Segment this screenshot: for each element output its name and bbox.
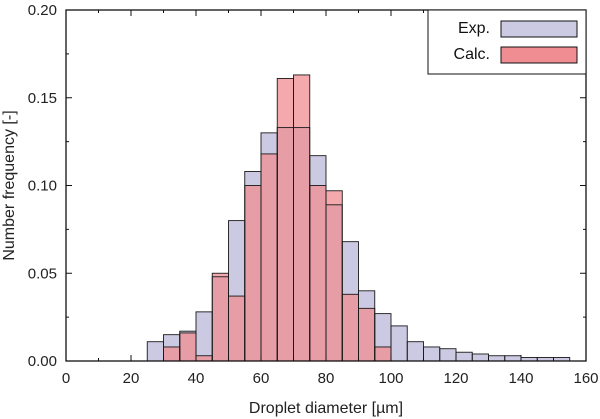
x-axis-title: Droplet diameter [µm] — [249, 400, 403, 417]
y-tick-label: 0.20 — [28, 2, 57, 19]
legend: Exp. Calc. — [427, 9, 587, 75]
bar-calc-1 — [179, 332, 196, 361]
x-tick-label: 160 — [573, 370, 598, 387]
x-tick-label: 20 — [123, 370, 140, 387]
x-tick-label: 120 — [443, 370, 468, 387]
y-axis-ticks: 0.00 0.05 0.10 0.15 0.20 — [28, 2, 586, 370]
x-tick-label: 0 — [62, 370, 70, 387]
y-tick-label: 0.15 — [28, 90, 57, 107]
bar-calc-9 — [309, 185, 326, 361]
series-calc-bars — [163, 74, 391, 361]
y-tick-label: 0.05 — [28, 265, 57, 282]
x-tick-label: 40 — [188, 370, 205, 387]
y-tick-label: 0.10 — [28, 178, 57, 195]
bar-exp-0 — [147, 341, 164, 361]
bar-calc-11 — [342, 294, 359, 361]
bar-exp-18 — [439, 348, 456, 361]
legend-swatch-exp — [500, 20, 578, 38]
bar-exp-19 — [456, 352, 473, 361]
bar-exp-15 — [391, 325, 408, 361]
bar-exp-24 — [537, 357, 554, 361]
x-tick-label: 100 — [378, 370, 403, 387]
legend-label-exp: Exp. — [458, 20, 490, 37]
bar-exp-23 — [521, 357, 538, 361]
bar-calc-8 — [293, 74, 310, 361]
bar-exp-17 — [423, 346, 440, 361]
y-axis-title: Number frequency [-] — [1, 110, 18, 260]
y-tick-label: 0.00 — [28, 353, 57, 370]
legend-box — [427, 9, 587, 75]
bar-calc-13 — [374, 346, 391, 361]
bar-calc-0 — [163, 346, 180, 361]
bar-exp-16 — [407, 341, 424, 361]
x-tick-label: 140 — [508, 370, 533, 387]
bar-calc-2 — [196, 355, 213, 361]
bar-calc-10 — [326, 190, 343, 361]
bar-calc-12 — [358, 308, 375, 361]
legend-swatch-calc — [500, 46, 578, 64]
bar-calc-7 — [277, 78, 294, 361]
x-tick-label: 80 — [318, 370, 335, 387]
legend-label-calc: Calc. — [454, 46, 490, 63]
bar-exp-22 — [504, 355, 521, 361]
bar-exp-25 — [553, 357, 570, 361]
bar-calc-3 — [212, 273, 229, 361]
bar-exp-20 — [472, 353, 489, 361]
bar-calc-6 — [261, 153, 278, 361]
bar-calc-4 — [228, 296, 245, 361]
bar-exp-21 — [488, 355, 505, 361]
bar-exp-3 — [196, 311, 213, 361]
x-tick-label: 60 — [253, 370, 270, 387]
bar-calc-5 — [244, 185, 261, 361]
